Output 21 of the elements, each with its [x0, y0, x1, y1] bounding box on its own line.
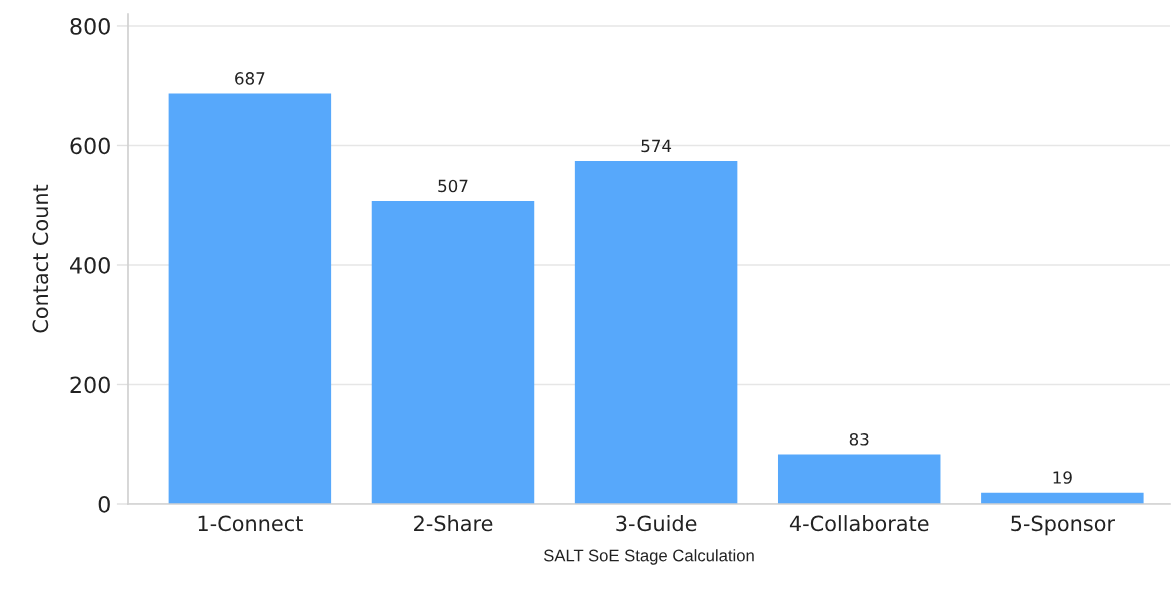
x-tick-label: 2-Share	[414, 515, 493, 532]
data-label: 19	[1053, 471, 1072, 484]
x-tick-label: 4-Collaborate	[789, 515, 929, 532]
bar	[777, 454, 941, 504]
data-label: 687	[235, 72, 265, 85]
data-label: 507	[438, 179, 468, 193]
bar	[371, 201, 535, 504]
y-axis-title: Contact Count	[32, 184, 49, 333]
x-axis-title: SALT SoE Stage Calculation	[543, 549, 754, 565]
y-tick-label: 800	[70, 17, 110, 35]
y-tick-label: 0	[98, 495, 110, 513]
data-label: 83	[849, 433, 869, 446]
y-tick-label: 400	[70, 256, 110, 274]
x-tick-label: 5-Sponsor	[1011, 515, 1116, 536]
bar	[574, 161, 738, 504]
y-tick-label: 600	[70, 137, 110, 155]
bar	[168, 93, 332, 504]
data-label: 574	[641, 139, 672, 153]
y-tick-label: 200	[70, 376, 110, 394]
x-tick-label: 1-Connect	[198, 515, 303, 532]
x-tick-label: 3-Guide	[616, 515, 697, 532]
